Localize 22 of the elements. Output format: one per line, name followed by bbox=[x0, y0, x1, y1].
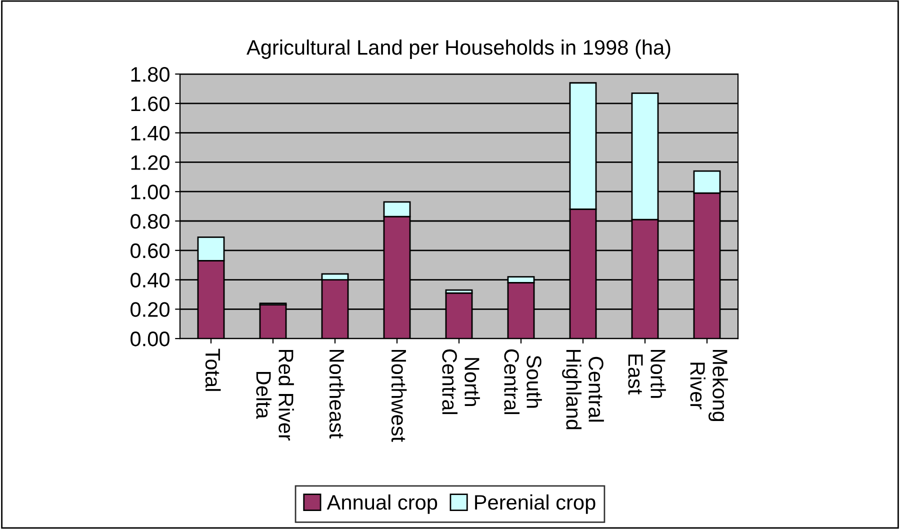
y-tick-label: 1.00 bbox=[131, 184, 170, 200]
x-tick-label: Northeast bbox=[329, 350, 345, 438]
x-tick-label: Mekong River bbox=[690, 350, 728, 422]
y-tick-label: 0.00 bbox=[130, 332, 170, 346]
y-tick-label: 1.60 bbox=[131, 96, 170, 112]
x-tick-label: South Central bbox=[504, 349, 542, 414]
x-tick-label: Northwest bbox=[391, 350, 407, 442]
y-tick-label: 1.20 bbox=[131, 155, 170, 170]
x-tick-label: North Central bbox=[442, 349, 480, 414]
x-tick-label: Central Highland bbox=[562, 350, 604, 430]
x-tick-label: Total bbox=[205, 348, 221, 391]
x-tick-label: Red River Delta bbox=[256, 350, 294, 441]
chart-title: Agricultural Land per Households in 1998 (ha) bbox=[246, 40, 670, 59]
y-tick-label: 0.20 bbox=[130, 302, 170, 317]
legend-label: Perenial crop bbox=[475, 494, 596, 514]
y-tick-label: 0.60 bbox=[130, 243, 170, 258]
legend-label: Annual crop bbox=[326, 494, 438, 514]
y-tick-label: 1.40 bbox=[131, 126, 170, 141]
x-tick-label: North East bbox=[628, 350, 666, 398]
y-tick-label: 0.40 bbox=[130, 272, 170, 288]
y-tick-label: 0.80 bbox=[130, 214, 170, 229]
y-tick-label: 1.80 bbox=[131, 67, 170, 82]
